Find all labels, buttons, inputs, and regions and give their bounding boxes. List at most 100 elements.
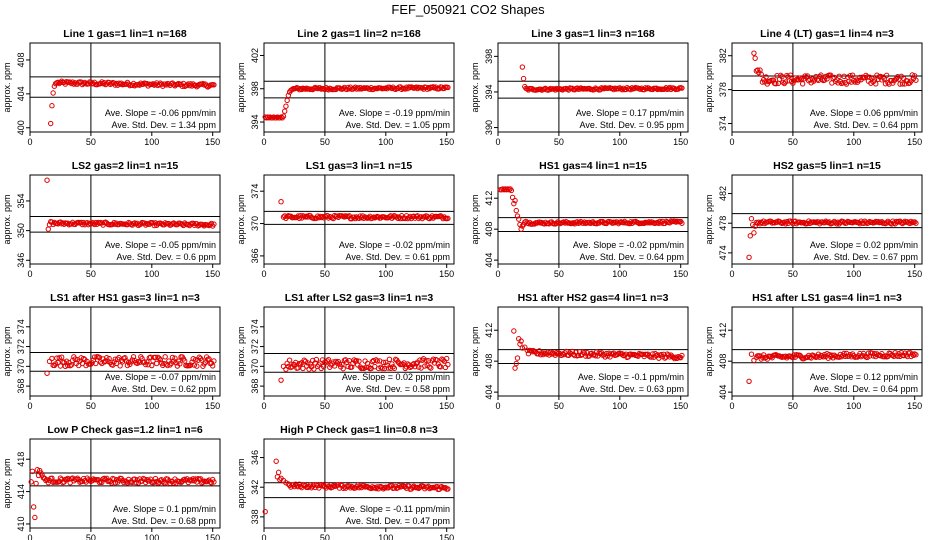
data-point xyxy=(313,356,320,363)
data-point xyxy=(646,219,652,225)
data-point xyxy=(746,378,752,384)
data-point xyxy=(679,220,685,226)
x-tick-label: 100 xyxy=(378,269,393,279)
y-tick-label: 372 xyxy=(250,339,260,354)
data-point xyxy=(904,353,911,360)
data-point xyxy=(865,350,872,356)
data-point xyxy=(383,359,389,365)
y-tick-label: 374 xyxy=(718,116,728,131)
slope-annotation: Ave. Slope = -0.06 ppm/min xyxy=(105,108,216,118)
data-point xyxy=(196,222,202,228)
data-point xyxy=(156,355,162,362)
data-point xyxy=(913,220,919,226)
data-point xyxy=(670,354,677,361)
plot-frame xyxy=(29,174,221,265)
x-tick-label: 50 xyxy=(86,269,96,279)
data-point xyxy=(311,366,317,372)
x-tick-label: 100 xyxy=(144,401,159,411)
panel-title: HS2 gas=5 lin=1 n=15 xyxy=(773,160,881,172)
y-tick-label: 350 xyxy=(16,223,26,238)
slope-annotation: Ave. Slope = 0.06 ppm/min xyxy=(810,108,918,118)
data-point xyxy=(299,86,305,93)
stddev-annotation: Ave. Std. Dev. = 0.58 ppm xyxy=(346,384,450,394)
data-point xyxy=(780,79,786,86)
data-point xyxy=(888,77,895,84)
x-tick-label: 150 xyxy=(907,401,922,411)
data-point xyxy=(32,514,38,521)
panel-13: Low P Check gas=1.2 lin=1 n=6 0 50 100 150 41… xyxy=(2,424,221,540)
y-tick-label: 408 xyxy=(16,52,26,67)
data-point xyxy=(665,85,672,92)
data-point xyxy=(88,361,94,367)
y-axis-label: approx. ppm xyxy=(2,194,12,244)
y-axis-label: approx. ppm xyxy=(236,62,246,112)
x-tick-label: 150 xyxy=(439,401,454,411)
data-point xyxy=(262,508,268,515)
data-point xyxy=(273,458,279,464)
data-point xyxy=(345,363,351,370)
data-point xyxy=(888,221,895,227)
data-point xyxy=(162,354,168,360)
panel-title: Line 2 gas=1 lin=2 n=168 xyxy=(297,28,421,40)
data-point xyxy=(297,361,304,367)
data-point xyxy=(846,78,852,85)
data-point xyxy=(396,360,402,367)
stddev-annotation: Ave. Std. Dev. = 0.61 ppm xyxy=(346,252,450,262)
stddev-annotation: Ave. Std. Dev. = 0.95 ppm xyxy=(580,120,684,130)
data-point xyxy=(275,469,282,476)
data-point xyxy=(50,90,56,96)
y-tick-label: 408 xyxy=(484,354,494,369)
data-point xyxy=(576,86,583,92)
data-point xyxy=(837,219,844,225)
y-tick-label: 370 xyxy=(250,216,260,231)
data-point xyxy=(150,81,156,87)
data-point xyxy=(56,355,62,361)
data-point xyxy=(152,475,159,482)
slope-annotation: Ave. Slope = 0.02 ppm/min xyxy=(810,240,918,250)
y-tick-label: 414 xyxy=(16,484,26,499)
x-tick-label: 0 xyxy=(729,137,734,147)
data-point xyxy=(301,357,307,363)
data-point xyxy=(576,219,583,226)
y-tick-label: 412 xyxy=(484,323,494,338)
data-point xyxy=(356,86,362,92)
x-tick-label: 0 xyxy=(261,401,266,411)
y-tick-label: 398 xyxy=(250,81,260,96)
data-point xyxy=(748,351,755,357)
data-point xyxy=(415,364,422,370)
data-point xyxy=(883,72,890,79)
data-point xyxy=(570,220,577,226)
data-point xyxy=(402,215,408,222)
x-tick-label: 50 xyxy=(788,137,798,147)
data-point xyxy=(911,219,918,225)
panel-title: LS1 after HS1 gas=3 lin=1 n=3 xyxy=(50,292,200,304)
x-tick-label: 100 xyxy=(612,401,627,411)
data-point xyxy=(812,77,818,83)
data-point xyxy=(535,351,541,357)
x-tick-label: 50 xyxy=(86,401,96,411)
data-point xyxy=(192,82,199,89)
data-point xyxy=(869,350,875,357)
data-point xyxy=(353,484,360,490)
plot-frame xyxy=(497,174,689,265)
data-point xyxy=(62,363,69,370)
data-point xyxy=(278,199,284,205)
data-point xyxy=(442,364,449,371)
slope-annotation: Ave. Slope = -0.11 ppm/min xyxy=(340,504,450,514)
data-point xyxy=(561,219,567,225)
data-point xyxy=(325,215,332,221)
data-point xyxy=(171,82,177,88)
slope-annotation: Ave. Slope = 0.12 ppm/min xyxy=(810,372,918,382)
data-point xyxy=(63,476,70,483)
data-point xyxy=(203,83,210,89)
data-point xyxy=(46,358,53,365)
y-tick-label: 368 xyxy=(16,379,26,394)
y-tick-label: 346 xyxy=(16,253,26,268)
y-tick-label: 410 xyxy=(16,516,26,531)
y-axis-label: approx. ppm xyxy=(236,458,246,508)
data-point xyxy=(773,80,779,87)
data-point xyxy=(284,213,290,220)
y-tick-label: 482 xyxy=(718,186,728,201)
data-point xyxy=(351,214,357,220)
data-point xyxy=(296,215,303,222)
